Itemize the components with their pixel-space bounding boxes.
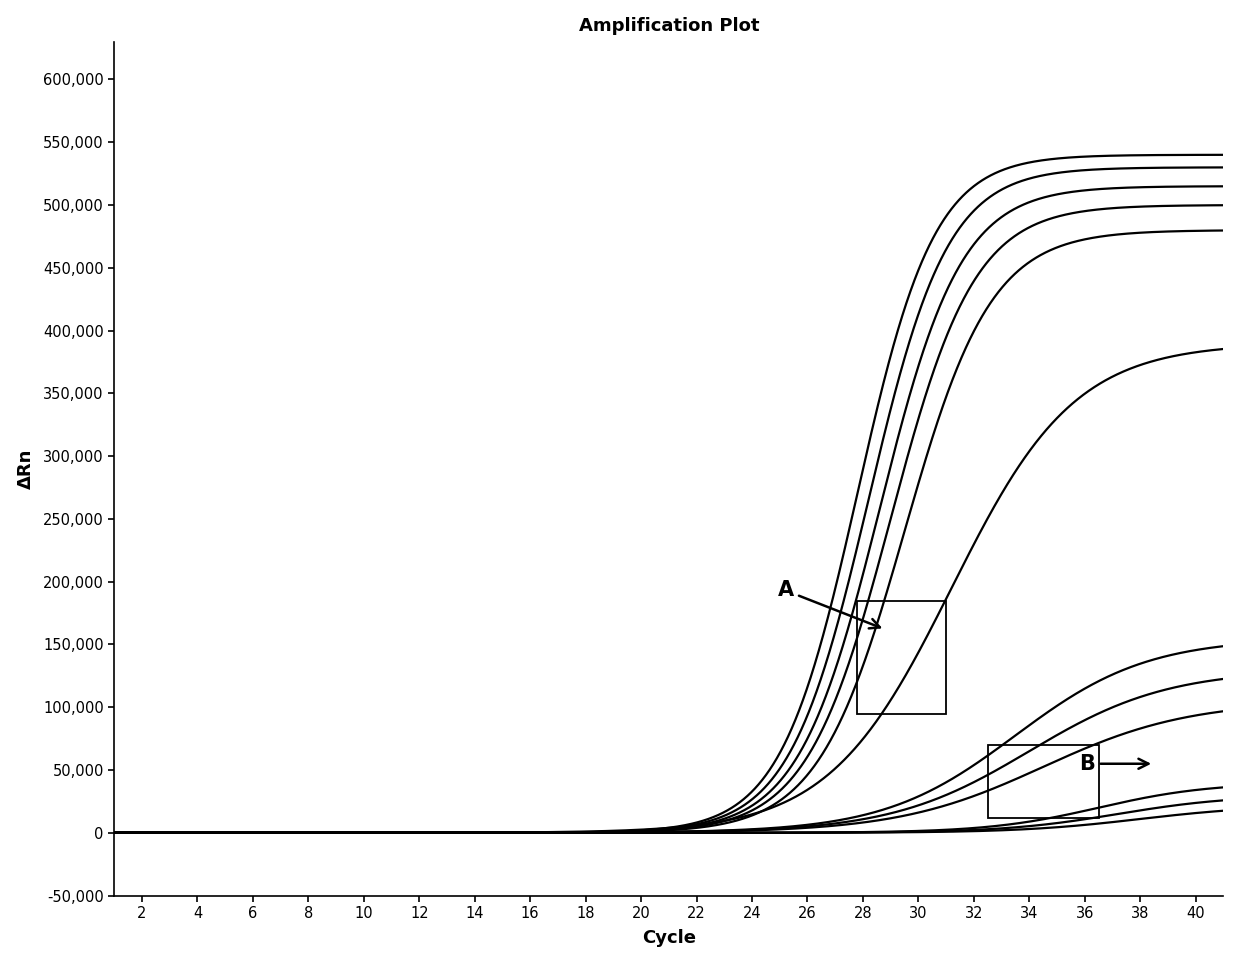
Bar: [988, 745, 1099, 817]
Text: A: A: [777, 580, 880, 629]
X-axis label: Cycle: Cycle: [642, 929, 696, 948]
Text: B: B: [1079, 754, 1148, 774]
Y-axis label: ΔRn: ΔRn: [16, 448, 35, 489]
Bar: [857, 601, 946, 713]
Title: Amplification Plot: Amplification Plot: [579, 16, 759, 35]
